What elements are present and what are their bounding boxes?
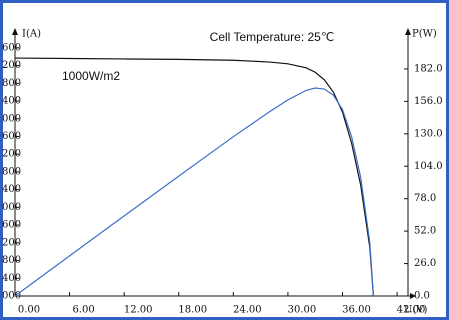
y-tick-label: 200 — [2, 60, 21, 71]
y-tick-label: 000 — [2, 202, 21, 213]
x-tick-label: 30.00 — [288, 305, 317, 316]
x-tick-label: 18.00 — [178, 305, 207, 316]
y-tick-label: 000 — [2, 113, 21, 124]
x-axis-label: U(V) — [404, 305, 428, 316]
y2-tick-label: 0.0 — [414, 291, 430, 302]
y-tick-label: 600 — [2, 131, 21, 142]
series-line — [14, 57, 375, 297]
y-tick-label: 200 — [2, 149, 21, 160]
x-tick-label: 12.00 — [124, 305, 153, 316]
y-tick-label: 200 — [2, 237, 21, 248]
x-tick-label: 0.00 — [18, 305, 40, 316]
y2-axis-label: P(W) — [412, 29, 437, 40]
x-tick-label: 6.00 — [72, 305, 94, 316]
y-tick-label: 400 — [2, 273, 21, 284]
y-tick-label: 000 — [2, 291, 21, 302]
chart-title: Cell Temperature: 25℃ — [210, 30, 335, 44]
y-tick-label: 800 — [2, 166, 21, 177]
y-axis-label: I(A) — [22, 29, 41, 40]
x-tick-label: 36.00 — [342, 305, 371, 316]
y2-tick-label: 130.0 — [414, 128, 443, 139]
series-line — [14, 87, 375, 297]
y2-tick-label: 26.0 — [414, 258, 436, 269]
y2-tick-label: 78.0 — [414, 193, 436, 204]
y-tick-label: 600 — [2, 220, 21, 231]
y-tick-label: 600 — [2, 42, 21, 53]
y-tick-label: 400 — [2, 184, 21, 195]
y2-tick-label: 104.0 — [414, 161, 443, 172]
annotation: 1000W/m2 — [62, 69, 120, 83]
x-tick-label: 24.00 — [233, 305, 262, 316]
y2-tick-label: 52.0 — [414, 226, 436, 237]
y-tick-label: 800 — [2, 78, 21, 89]
y2-tick-label: 182.0 — [414, 63, 443, 74]
x-tick-label: 42.00 — [397, 305, 426, 316]
y2-tick-label: 156.0 — [414, 96, 443, 107]
y-tick-label: 400 — [2, 96, 21, 107]
y-tick-label: 800 — [2, 255, 21, 266]
